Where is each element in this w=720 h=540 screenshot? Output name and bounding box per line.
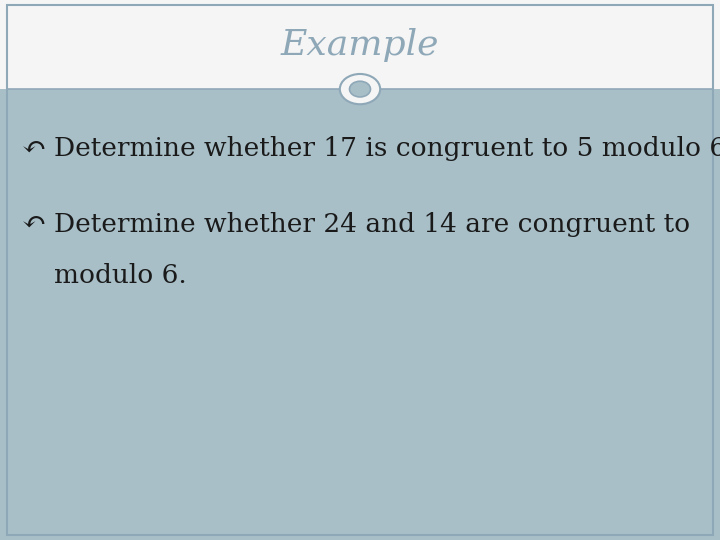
Circle shape [349, 81, 371, 97]
Circle shape [340, 74, 380, 104]
FancyBboxPatch shape [0, 89, 720, 540]
Text: ↶: ↶ [22, 210, 46, 238]
FancyBboxPatch shape [0, 0, 720, 89]
Text: Determine whether 17 is congruent to 5 modulo 6.: Determine whether 17 is congruent to 5 m… [54, 136, 720, 161]
Text: modulo 6.: modulo 6. [54, 263, 186, 288]
Text: Example: Example [281, 28, 439, 62]
Text: ↶: ↶ [22, 134, 46, 163]
Text: Determine whether 24 and 14 are congruent to: Determine whether 24 and 14 are congruen… [54, 212, 690, 237]
